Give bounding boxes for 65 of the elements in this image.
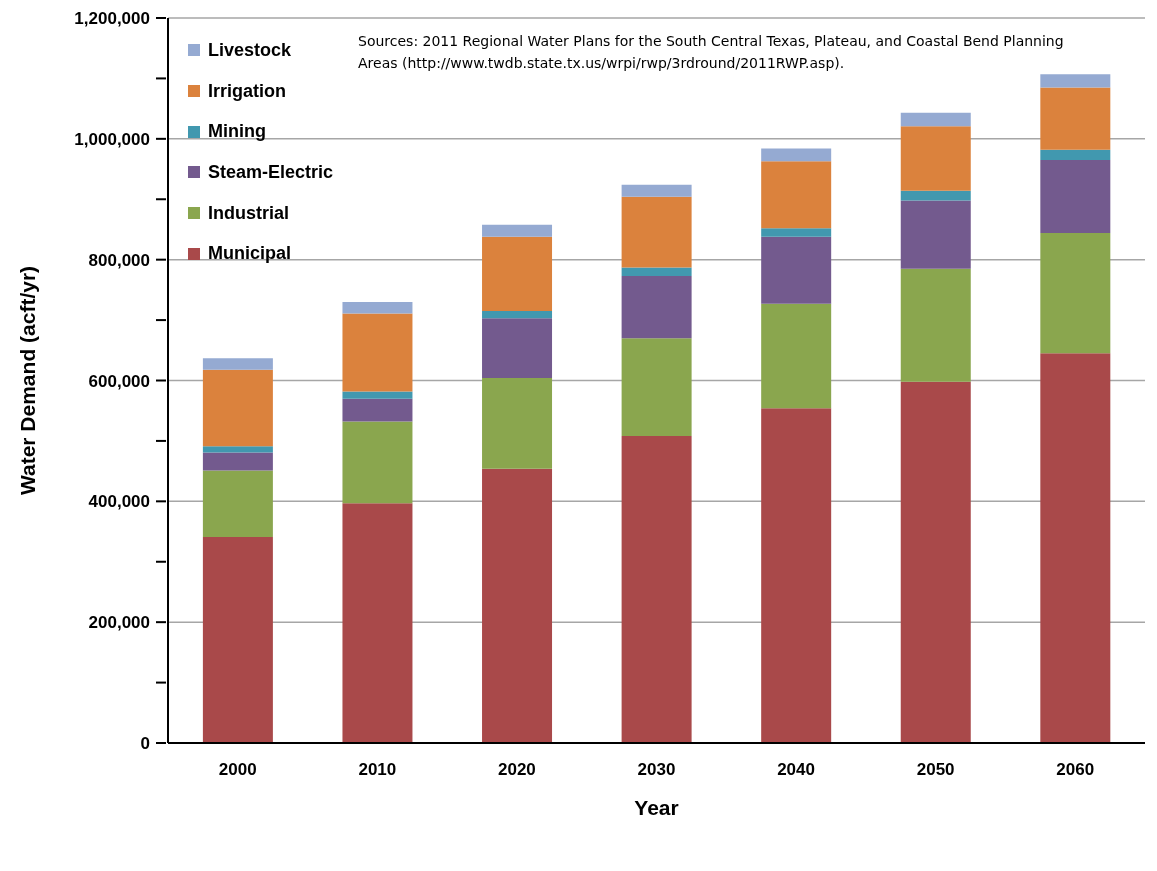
bar [1040, 87, 1111, 150]
legend-label: Irrigation [208, 80, 287, 102]
bar [342, 398, 413, 422]
y-tick-label: 200,000 [88, 613, 150, 633]
y-tick-label: 400,000 [88, 492, 150, 512]
legend-label: Livestock [208, 39, 292, 61]
x-tick-label: 2050 [916, 760, 955, 780]
bar [900, 112, 971, 127]
bar [1040, 353, 1111, 743]
bar [621, 436, 692, 743]
bar [1040, 233, 1111, 354]
x-tick-label: 2010 [358, 760, 397, 780]
bar [621, 184, 692, 197]
bar [482, 224, 553, 237]
bar [900, 190, 971, 201]
bar [761, 228, 832, 237]
bar [900, 268, 971, 382]
bar [1040, 74, 1111, 88]
bar [342, 301, 413, 314]
bar [482, 378, 553, 469]
y-tick-label: 800,000 [88, 250, 150, 270]
bar [482, 311, 553, 319]
bar [202, 358, 273, 370]
legend-label: Steam-Electric [208, 161, 334, 183]
bar [1040, 159, 1111, 234]
bar [202, 536, 273, 743]
legend-label: Municipal [208, 243, 292, 265]
bar [900, 126, 971, 191]
bar [1040, 149, 1111, 160]
y-axis-title: Water Demand (acft/yr) [16, 265, 40, 496]
bar [482, 236, 553, 312]
bar [621, 338, 692, 437]
x-tick-label: 2040 [777, 760, 815, 780]
x-tick-label: 2030 [637, 760, 676, 780]
bar [482, 318, 553, 379]
bar [342, 391, 413, 399]
bar [342, 421, 413, 504]
x-tick-label: 2060 [1056, 760, 1095, 780]
bar [900, 381, 971, 743]
bar [761, 236, 832, 304]
bar [621, 196, 692, 268]
bar [621, 267, 692, 276]
bar [342, 313, 413, 392]
bar [342, 503, 413, 743]
x-axis-title: Year [634, 796, 679, 819]
bar [761, 148, 832, 162]
bar [761, 161, 832, 229]
bar [202, 452, 273, 471]
y-tick-label: 1,000,000 [74, 129, 150, 149]
bar [621, 275, 692, 339]
bar [761, 303, 832, 409]
bar [202, 446, 273, 453]
bar [761, 408, 832, 743]
bar [900, 200, 971, 269]
x-tick-label: 2020 [498, 760, 536, 780]
legend-label: Mining [208, 121, 266, 143]
legend-label: Industrial [208, 202, 290, 224]
annotation: Sources: 2011 Regional Water Plans for the South Central Texas, Plateau, and Coastal Bend Planning Areas (http://www.twdb.state.tx.us/wrpi/rwp/3rdround/2011RWP.asp). [358, 32, 1065, 73]
bar [202, 369, 273, 447]
x-tick-label: 2000 [218, 760, 257, 780]
y-tick-label: 600,000 [88, 371, 150, 391]
bar [482, 468, 553, 743]
bar [202, 470, 273, 537]
y-tick-label: 1,200,000 [74, 9, 150, 28]
y-tick-label: 0 [140, 734, 150, 753]
